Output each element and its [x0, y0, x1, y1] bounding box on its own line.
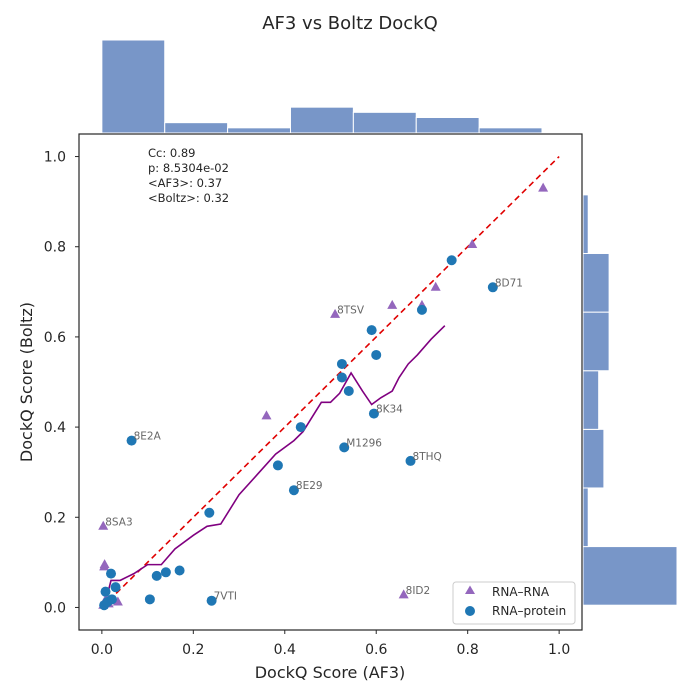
rna-protein-point	[336, 372, 347, 383]
legend-label-rna-rna: RNA–RNA	[492, 585, 550, 599]
point-annotation: 8SA3	[105, 516, 132, 528]
rna-protein-point	[487, 282, 498, 293]
rna-protein-point	[288, 485, 299, 496]
marginal-y-bar	[582, 311, 610, 372]
rna-protein-point	[204, 507, 215, 518]
x-tick-label: 1.0	[548, 642, 570, 658]
legend-marker-rna-rna	[465, 585, 475, 594]
point-annotation: 8D71	[495, 277, 523, 289]
rna-rna-point	[261, 410, 272, 420]
marginal-y-bar	[582, 194, 589, 254]
y-tick-label: 0.2	[44, 510, 66, 526]
chart-title: AF3 vs Boltz DockQ	[262, 13, 438, 34]
rna-protein-point	[446, 255, 457, 266]
stat-mean-boltz: <Boltz>: 0.32	[148, 191, 229, 205]
x-axis-label: DockQ Score (AF3)	[255, 663, 406, 682]
identity-line	[101, 155, 560, 609]
rna-protein-point	[174, 565, 185, 576]
y-tick-label: 0.0	[44, 600, 66, 616]
point-annotation: 8E29	[296, 480, 323, 492]
point-annotation: 8ID2	[406, 585, 431, 597]
rna-protein-point	[106, 568, 117, 579]
x-axis-ticks: 0.0 0.2 0.4 0.6 0.8 1.0	[91, 630, 570, 658]
stats-box: Cc: 0.89 p: 8.5304e-02 <AF3>: 0.37 <Bolt…	[148, 146, 229, 205]
plot-frame	[78, 133, 583, 631]
rna-protein-point	[272, 460, 283, 471]
rna-protein-point	[339, 442, 350, 453]
x-tick-label: 0.8	[457, 642, 479, 658]
marginal-x-bar	[164, 122, 229, 134]
rna-protein-point	[343, 386, 354, 397]
stat-cc: Cc: 0.89	[148, 146, 196, 160]
x-tick-label: 0.4	[274, 642, 296, 658]
point-annotations: 8SA3 8E2A 7VTI 8E29 8TSV M1296 8K34 8ID2 8THQ 8D7…	[105, 277, 523, 602]
rna-protein-point	[371, 349, 382, 360]
marginal-y-bar	[582, 370, 600, 430]
rna-rna-point	[99, 559, 110, 569]
rna-protein-point	[160, 567, 171, 578]
point-annotation: 8E2A	[134, 431, 162, 443]
y-tick-label: 0.4	[44, 420, 66, 436]
rna-protein-point	[368, 408, 379, 419]
marginal-x-bar	[289, 106, 354, 134]
rna-protein-point	[405, 455, 416, 466]
identity-dashed-line	[101, 155, 560, 609]
rna-protein-point	[144, 594, 155, 605]
scatter-points	[98, 182, 549, 611]
marginal-x-histogram	[101, 39, 543, 134]
rna-protein-point	[106, 594, 117, 605]
rna-protein-point	[416, 304, 427, 315]
point-annotation: 7VTI	[214, 591, 237, 603]
x-tick-label: 0.6	[365, 642, 387, 658]
x-tick-label: 0.2	[182, 642, 204, 658]
trend-polyline	[101, 325, 446, 608]
point-annotation: 8THQ	[413, 451, 442, 463]
legend-box	[452, 581, 576, 625]
marginal-y-bar	[582, 252, 610, 313]
rna-rna-point	[330, 308, 341, 318]
rna-protein-point	[206, 595, 217, 606]
rna-protein-point	[100, 586, 111, 597]
marginal-x-bar	[101, 39, 166, 134]
rna-rna-point	[387, 299, 398, 309]
rna-protein-point	[366, 325, 377, 336]
stat-mean-af3: <AF3>: 0.37	[148, 176, 222, 190]
marginal-y-bar	[582, 428, 605, 489]
rna-rna-point	[538, 182, 549, 192]
legend-marker-rna-protein	[465, 606, 475, 616]
legend-label-rna-protein: RNA–protein	[492, 604, 566, 618]
rna-rna-point	[398, 589, 409, 599]
x-tick-label: 0.0	[91, 642, 113, 658]
y-tick-label: 0.6	[44, 330, 66, 346]
rna-protein-point	[110, 582, 121, 593]
y-tick-label: 1.0	[44, 150, 66, 166]
y-tick-label: 0.8	[44, 240, 66, 256]
rna-rna-point	[430, 281, 441, 291]
marginal-x-bar	[478, 127, 543, 134]
trend-line	[101, 325, 446, 608]
point-annotation: 8TSV	[337, 304, 365, 316]
rna-rna-point	[467, 238, 478, 248]
marginal-y-histogram	[582, 194, 678, 606]
marginal-y-bar	[582, 546, 678, 606]
rna-protein-point	[151, 570, 162, 581]
y-axis-ticks: 0.0 0.2 0.4 0.6 0.8 1.0	[44, 150, 79, 616]
y-axis-label: DockQ Score (Boltz)	[17, 302, 36, 462]
point-annotation: M1296	[346, 437, 382, 449]
rna-rna-point	[112, 596, 123, 606]
point-annotation: 8K34	[376, 404, 403, 416]
marginal-y-bar	[582, 487, 589, 548]
marginal-x-bar	[352, 111, 417, 134]
rna-rna-point	[98, 520, 109, 530]
rna-protein-point	[295, 422, 306, 433]
marginal-x-bar	[227, 127, 291, 134]
rna-protein-point	[126, 435, 137, 446]
rna-protein-point	[336, 358, 347, 369]
marginal-x-bar	[415, 117, 480, 134]
legend: RNA–RNA RNA–protein	[452, 581, 576, 625]
stat-p: p: 8.5304e-02	[148, 161, 229, 175]
